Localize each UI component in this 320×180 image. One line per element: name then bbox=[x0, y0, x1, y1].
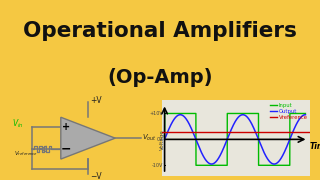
Text: +10V: +10V bbox=[150, 111, 164, 116]
Text: $V_{reference}$: $V_{reference}$ bbox=[14, 149, 39, 158]
Polygon shape bbox=[61, 117, 115, 159]
Legend: Input, Output, Vreference: Input, Output, Vreference bbox=[270, 103, 308, 120]
Text: Time: Time bbox=[309, 142, 320, 151]
Text: $V_{in}$: $V_{in}$ bbox=[12, 118, 23, 130]
Text: −: − bbox=[61, 143, 72, 156]
Text: +: + bbox=[62, 122, 70, 132]
Text: +V: +V bbox=[91, 96, 102, 105]
Text: Operational Amplifiers: Operational Amplifiers bbox=[23, 21, 297, 41]
Text: -10V: -10V bbox=[152, 163, 164, 168]
Text: $V_{out}$: $V_{out}$ bbox=[142, 133, 157, 143]
Text: (Op-Amp): (Op-Amp) bbox=[107, 68, 213, 87]
Text: −V: −V bbox=[91, 172, 102, 180]
Text: Voltage: Voltage bbox=[160, 129, 164, 150]
Text: 0V: 0V bbox=[157, 137, 164, 142]
